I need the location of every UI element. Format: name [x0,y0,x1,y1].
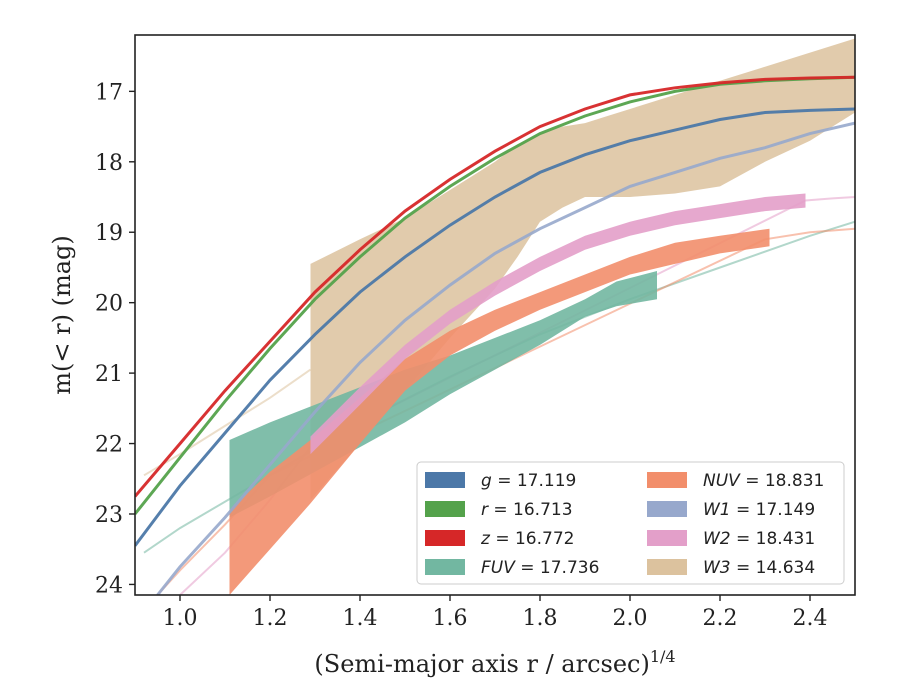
legend-swatch-fuv [425,559,465,575]
series-layer [135,38,855,595]
legend-label-w3: W3 = 14.634 [703,558,815,578]
series-z-line [135,75,855,498]
y-axis-ticks: 17 18 19 20 21 22 23 24 [95,80,135,598]
x-tick-label: 1.0 [163,606,198,631]
legend-value: = 18.431 [731,529,816,549]
x-tick-label: 1.6 [433,606,468,631]
x-tick-label: 2.2 [703,606,738,631]
legend-swatch-r [425,501,465,517]
x-tick-label: 1.4 [343,606,378,631]
legend-var: W2 [703,529,731,549]
legend-swatch-g [425,472,465,488]
legend-var: z [480,529,491,549]
legend-label-g: g = 17.119 [481,471,576,491]
y-tick-label: 23 [95,503,123,528]
legend-label-z: z = 16.772 [480,529,574,549]
legend-swatch-w1 [647,501,687,517]
legend-value: = 17.149 [731,500,816,520]
legend-value: = 17.119 [492,471,577,491]
x-tick-label: 2.0 [613,606,648,631]
y-tick-label: 18 [95,151,123,176]
x-axis-label-exponent: 1/4 [650,647,676,666]
legend-label-w1: W1 = 17.149 [703,500,815,520]
legend-label-nuv: NUV = 18.831 [703,471,824,491]
y-tick-label: 21 [95,362,123,387]
plot-frame [134,34,856,596]
series-w3-band [310,38,855,500]
legend-value: = 17.736 [515,558,600,578]
series-g-line [135,107,855,547]
x-tick-label: 2.4 [793,606,828,631]
x-axis-ticks: 1.0 1.2 1.4 1.6 1.8 2.0 2.2 2.4 [163,595,828,631]
y-tick-label: 19 [95,221,123,246]
legend-value: = 14.634 [731,558,816,578]
legend-swatch-nuv [647,472,687,488]
x-axis-label-text: (Semi-major axis r / arcsec) [314,650,649,678]
legend-value: = 18.831 [740,471,825,491]
legend-var: W1 [703,500,731,520]
legend-var: FUV [481,558,516,578]
legend-value: = 16.772 [490,529,575,549]
x-tick-label: 1.2 [253,606,288,631]
legend-var: NUV [703,471,741,491]
y-tick-label: 17 [95,80,123,105]
series-w1-line [156,121,855,595]
legend-label-fuv: FUV = 17.736 [481,558,599,578]
legend-label-w2: W2 = 18.431 [703,529,815,549]
legend-var: g [481,471,492,491]
legend-swatch-w3 [647,559,687,575]
y-tick-label: 22 [95,433,123,458]
y-axis-label: m(< r) (mag) [48,235,76,394]
y-tick-label: 20 [95,292,123,317]
y-tick-label: 24 [95,573,123,598]
plot-area [135,38,855,595]
legend-frame [416,461,845,585]
legend-swatch-w2 [647,530,687,546]
legend-swatch-z [425,530,465,546]
x-tick-label: 1.8 [523,606,558,631]
legend-label-r: r = 16.713 [481,500,573,520]
legend-value: = 16.713 [488,500,573,520]
series-w3-extrapolation [143,368,312,477]
legend-var: r [481,500,489,520]
legend-var: W3 [703,558,731,578]
x-axis-label: (Semi-major axis r / arcsec)1/4 [314,647,675,678]
